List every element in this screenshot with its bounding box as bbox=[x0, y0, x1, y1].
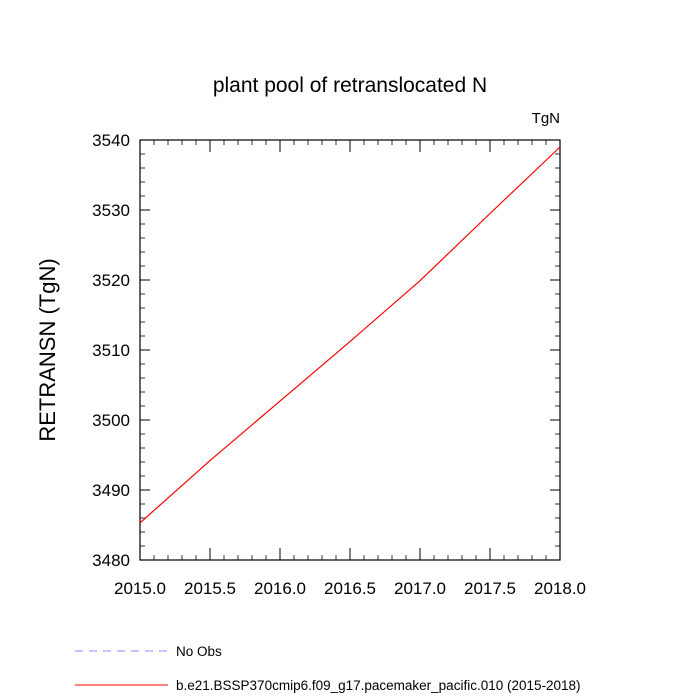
chart-title: plant pool of retranslocated N bbox=[213, 74, 487, 97]
axis-ticks bbox=[139, 139, 561, 561]
y-tick-label: 3490 bbox=[92, 481, 130, 500]
y-tick-label: 3480 bbox=[92, 551, 130, 570]
legend-label: No Obs bbox=[176, 644, 222, 659]
y-tick-label: 3540 bbox=[92, 131, 130, 150]
x-tick-label: 2018.0 bbox=[534, 579, 586, 598]
x-tick-label: 2016.5 bbox=[324, 579, 376, 598]
y-tick-label: 3510 bbox=[92, 341, 130, 360]
y-tick-label: 3500 bbox=[92, 411, 130, 430]
legend-label: b.e21.BSSP370cmip6.f09_g17.pacemaker_pac… bbox=[176, 678, 581, 693]
y-tick-label: 3530 bbox=[92, 201, 130, 220]
series-line bbox=[139, 146, 561, 524]
x-tick-label: 2017.0 bbox=[394, 579, 446, 598]
axis-tick-labels: 2015.0 2015.5 2016.0 2016.5 2017.0 2017.5 2018… bbox=[92, 131, 586, 598]
plot-frame bbox=[139, 139, 561, 561]
x-tick-label: 2015.0 bbox=[114, 579, 166, 598]
legend: No Obs b.e21.BSSP370cmip6.f09_g17.pacemak… bbox=[75, 644, 581, 693]
x-tick-label: 2016.0 bbox=[254, 579, 306, 598]
x-tick-label: 2015.5 bbox=[184, 579, 236, 598]
y-axis-label: RETRANSN (TgN) bbox=[35, 258, 60, 441]
units-label: TgN bbox=[532, 110, 560, 127]
x-tick-label: 2017.5 bbox=[464, 579, 516, 598]
y-tick-label: 3520 bbox=[92, 271, 130, 290]
series-layer bbox=[139, 146, 561, 524]
